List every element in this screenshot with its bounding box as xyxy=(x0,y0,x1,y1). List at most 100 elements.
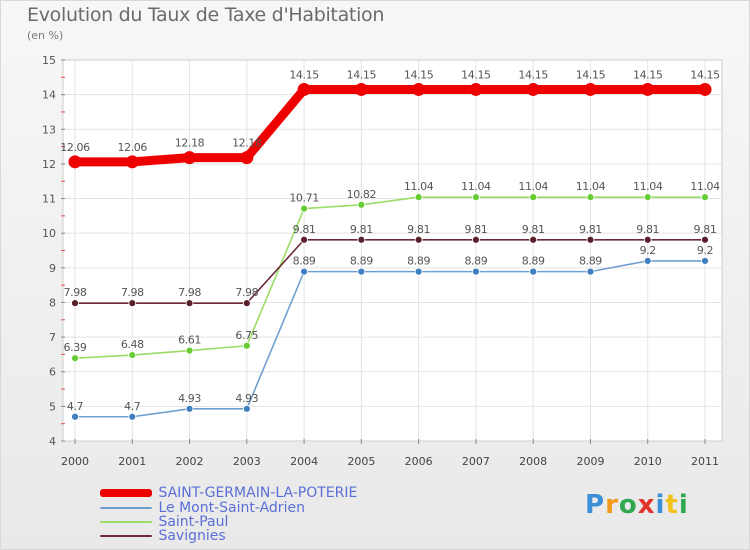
data-point xyxy=(125,155,139,169)
data-point xyxy=(643,235,652,244)
data-point xyxy=(414,193,423,202)
data-label: 14.15 xyxy=(289,68,319,81)
data-point xyxy=(242,341,251,350)
y-tick-label: 9 xyxy=(49,262,56,275)
y-tick-label: 5 xyxy=(49,400,56,413)
axis-layer: 4 5 6 7 8 9 10 11 12 13 14 15 2000 2001 2002 2003 2004 20… xyxy=(42,54,719,468)
data-point xyxy=(242,404,251,413)
data-label: 6.39 xyxy=(64,341,87,354)
y-tick-label: 11 xyxy=(42,193,56,206)
data-point xyxy=(701,256,709,265)
x-tick-label: 2009 xyxy=(576,455,604,468)
data-label: 8.89 xyxy=(293,255,316,268)
data-label: 4.93 xyxy=(178,392,201,405)
data-point xyxy=(300,204,308,213)
series-layer xyxy=(68,82,712,421)
y-tick-label: 15 xyxy=(42,54,56,67)
data-point xyxy=(586,235,595,244)
data-label: 14.15 xyxy=(518,68,548,81)
y-tick-label: 12 xyxy=(42,158,56,171)
data-label: 9.2 xyxy=(640,244,656,257)
series-line xyxy=(74,196,706,360)
x-tick-label: 2001 xyxy=(118,455,146,468)
data-point xyxy=(472,235,480,244)
data-point xyxy=(128,412,137,421)
data-point xyxy=(472,193,480,202)
data-point xyxy=(701,193,709,202)
data-point xyxy=(357,235,366,244)
data-label: 6.48 xyxy=(121,338,144,351)
data-label: 12.18 xyxy=(175,137,205,150)
data-label: 12.06 xyxy=(118,141,148,154)
data-point xyxy=(698,82,712,96)
data-point xyxy=(643,256,652,265)
data-point xyxy=(529,267,538,276)
x-tick-label: 2008 xyxy=(519,455,547,468)
data-point xyxy=(297,82,311,96)
data-label: 7.98 xyxy=(64,286,87,299)
data-point xyxy=(643,193,652,202)
data-point xyxy=(185,404,194,413)
y-tick-label: 13 xyxy=(42,123,56,136)
legend-label: Saint-Paul xyxy=(158,514,229,530)
grid-layer xyxy=(62,59,723,442)
y-tick-label: 6 xyxy=(49,366,56,379)
data-point xyxy=(354,82,368,96)
legend-swatch xyxy=(100,507,152,509)
data-label: 8.89 xyxy=(522,255,545,268)
y-tick-label: 8 xyxy=(49,296,56,309)
data-label: 8.89 xyxy=(579,255,602,268)
y-tick-label: 10 xyxy=(42,227,56,240)
data-label: 14.15 xyxy=(404,68,434,81)
logo-letter: r xyxy=(605,490,619,520)
x-tick-label: 2004 xyxy=(290,455,318,468)
data-label: 7.98 xyxy=(178,286,201,299)
plot-area xyxy=(62,59,723,442)
data-label: 9.81 xyxy=(464,223,487,236)
data-label: 9.81 xyxy=(407,223,430,236)
data-point xyxy=(68,155,82,169)
x-tick-label: 2000 xyxy=(61,455,89,468)
legend-swatch xyxy=(100,489,152,497)
legend-item-le-mont-saint-adrien: Le Mont-Saint-Adrien xyxy=(100,501,305,516)
data-label: 9.81 xyxy=(694,223,717,236)
logo-letter: t xyxy=(665,490,679,520)
series-line xyxy=(74,238,706,304)
data-point xyxy=(183,151,197,165)
x-tick-label: 2002 xyxy=(176,455,204,468)
data-label: 8.89 xyxy=(464,255,487,268)
data-label: 14.15 xyxy=(690,68,720,81)
legend-item-saint-paul: Saint-Paul xyxy=(100,515,228,530)
data-point xyxy=(71,354,79,363)
legend-item-savignies: Savignies xyxy=(100,529,226,544)
data-label: 6.75 xyxy=(235,329,258,342)
legend-label: SAINT-GERMAIN-LA-POTERIE xyxy=(158,485,358,501)
data-label: 12.06 xyxy=(60,141,90,154)
x-tick-label: 2005 xyxy=(347,455,375,468)
data-point xyxy=(300,267,308,276)
data-point xyxy=(583,82,597,96)
x-tick-label: 2006 xyxy=(405,455,433,468)
data-point xyxy=(185,346,194,355)
data-point xyxy=(586,267,595,276)
y-tick-label: 7 xyxy=(49,331,56,344)
data-label: 11.04 xyxy=(518,180,548,193)
data-label: 14.15 xyxy=(347,68,377,81)
series-line xyxy=(70,84,710,167)
logo-letter: x xyxy=(637,490,656,520)
data-point xyxy=(128,351,137,360)
data-point xyxy=(240,151,254,165)
data-label: 12.18 xyxy=(232,137,262,150)
data-point xyxy=(586,193,595,202)
logo-letter: i xyxy=(678,490,689,520)
chart-title: Evolution du Taux de Taxe d'Habitation xyxy=(27,4,385,26)
data-point xyxy=(128,299,137,308)
data-label: 11.04 xyxy=(461,180,491,193)
data-label: 7.98 xyxy=(121,286,144,299)
data-label: 11.04 xyxy=(576,180,606,193)
data-point xyxy=(472,267,480,276)
data-label: 8.89 xyxy=(350,255,373,268)
data-label: 9.2 xyxy=(697,244,713,257)
data-label: 14.15 xyxy=(461,68,491,81)
